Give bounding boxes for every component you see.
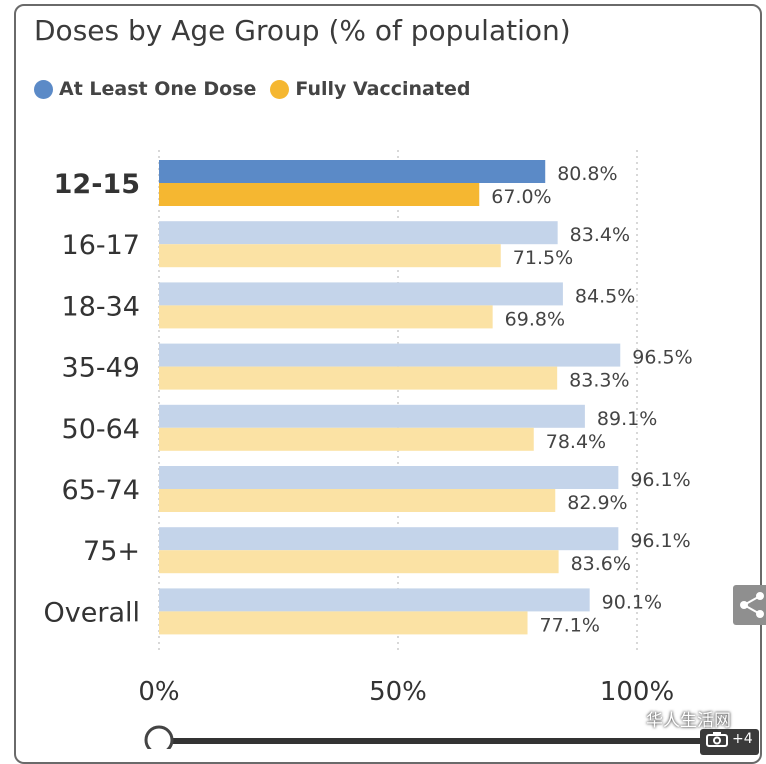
bar (159, 588, 590, 612)
data-label: 83.4% (570, 224, 630, 246)
category-label: Overall (44, 597, 141, 628)
watermark: 华人生活网 (614, 706, 731, 731)
data-label: 89.1% (597, 408, 657, 430)
camera-count: +4 (732, 731, 753, 747)
category-label: 18-34 (62, 291, 140, 322)
category-label: 35-49 (62, 353, 140, 384)
data-label: 90.1% (602, 591, 662, 613)
legend-swatch-fully-vaccinated (270, 79, 290, 99)
scroll-slider-handle[interactable] (144, 725, 174, 749)
category-label: 50-64 (62, 414, 140, 445)
category-label: 65-74 (62, 475, 140, 506)
share-icon (740, 592, 764, 618)
category-label: 16-17 (62, 230, 140, 261)
data-label: 96.5% (632, 347, 692, 369)
bar (159, 466, 619, 489)
camera-icon (706, 732, 728, 747)
bar (159, 305, 493, 329)
x-tick-label: 50% (369, 677, 427, 707)
legend-label-at-least-one-dose: At Least One Dose (59, 78, 257, 100)
bar (159, 550, 559, 574)
category-label: 75+ (83, 536, 140, 567)
bar (159, 160, 546, 183)
data-label: 78.4% (546, 431, 606, 453)
data-label: 77.1% (540, 614, 600, 636)
watermark-text: 华人生活网 (646, 711, 731, 731)
camera-badge[interactable]: +4 (700, 729, 759, 755)
bar (159, 527, 619, 551)
bar (159, 343, 621, 367)
legend-item-at-least-one-dose[interactable]: At Least One Dose (34, 78, 256, 100)
bar (159, 489, 556, 512)
data-label: 96.1% (630, 530, 690, 552)
x-tick-label: 0% (138, 677, 179, 707)
data-label: 83.6% (571, 553, 631, 575)
legend-item-fully-vaccinated[interactable]: Fully Vaccinated (270, 78, 470, 100)
bar (159, 366, 558, 390)
bar (159, 427, 534, 451)
chart-title: Doses by Age Group (% of population) (34, 14, 571, 47)
bar (159, 244, 501, 268)
data-label: 83.3% (569, 370, 629, 392)
data-label: 71.5% (513, 247, 573, 269)
bar (159, 282, 563, 306)
bar (159, 221, 558, 245)
data-label: 80.8% (557, 163, 617, 185)
wechat-icon (614, 708, 639, 728)
category-label: 12-15 (54, 169, 140, 200)
legend-swatch-at-least-one-dose (34, 79, 53, 99)
chart-legend: At Least One Dose Fully Vaccinated (34, 78, 484, 100)
x-tick-label: 100% (600, 677, 674, 707)
share-button[interactable] (733, 585, 766, 625)
data-label: 96.1% (630, 469, 690, 491)
bar (159, 611, 528, 635)
bar (159, 404, 585, 428)
legend-label-fully-vaccinated: Fully Vaccinated (295, 78, 471, 100)
data-label: 84.5% (575, 285, 635, 307)
bar (159, 183, 480, 206)
data-label: 82.9% (567, 492, 627, 514)
data-label: 69.8% (505, 308, 565, 330)
data-label: 67.0% (491, 186, 551, 208)
